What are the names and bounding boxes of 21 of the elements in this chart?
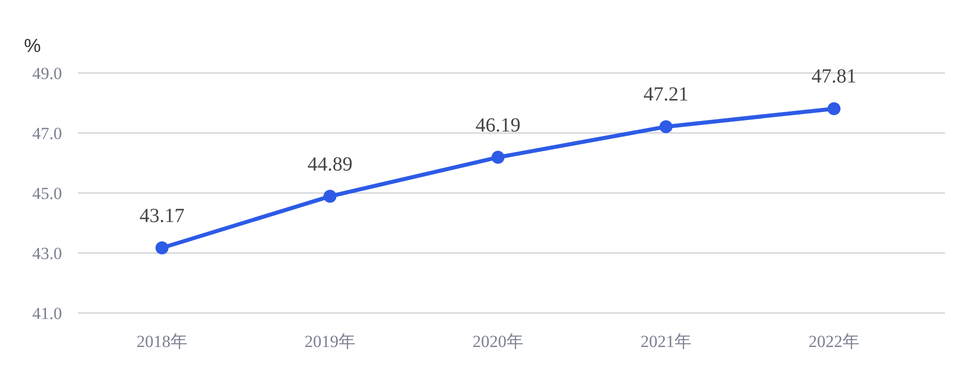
data-label: 46.19 xyxy=(476,114,520,136)
point xyxy=(156,241,168,254)
y-axis-title: % xyxy=(24,36,41,57)
x-tick-label: 2018年 xyxy=(136,332,188,351)
y-tick-label: 49.0 xyxy=(32,64,62,83)
point xyxy=(828,102,840,116)
y-tick-label: 43.0 xyxy=(32,244,62,263)
y-tick-label: 41.0 xyxy=(32,304,62,323)
data-label: 44.89 xyxy=(308,153,352,176)
data-label: 43.17 xyxy=(140,204,184,227)
x-tick-label: 2019年 xyxy=(304,332,356,351)
x-tick-label: 2022年 xyxy=(808,332,860,351)
x-tick-label: 2021年 xyxy=(640,332,692,351)
point xyxy=(660,120,672,134)
point xyxy=(324,190,336,203)
data-label: 47.21 xyxy=(644,84,688,106)
point xyxy=(492,150,504,164)
y-tick-label: 45.0 xyxy=(32,184,62,203)
y-tick-label: 47.0 xyxy=(32,124,62,143)
data-label: 47.81 xyxy=(812,66,856,88)
x-tick-label: 2020年 xyxy=(472,332,524,351)
